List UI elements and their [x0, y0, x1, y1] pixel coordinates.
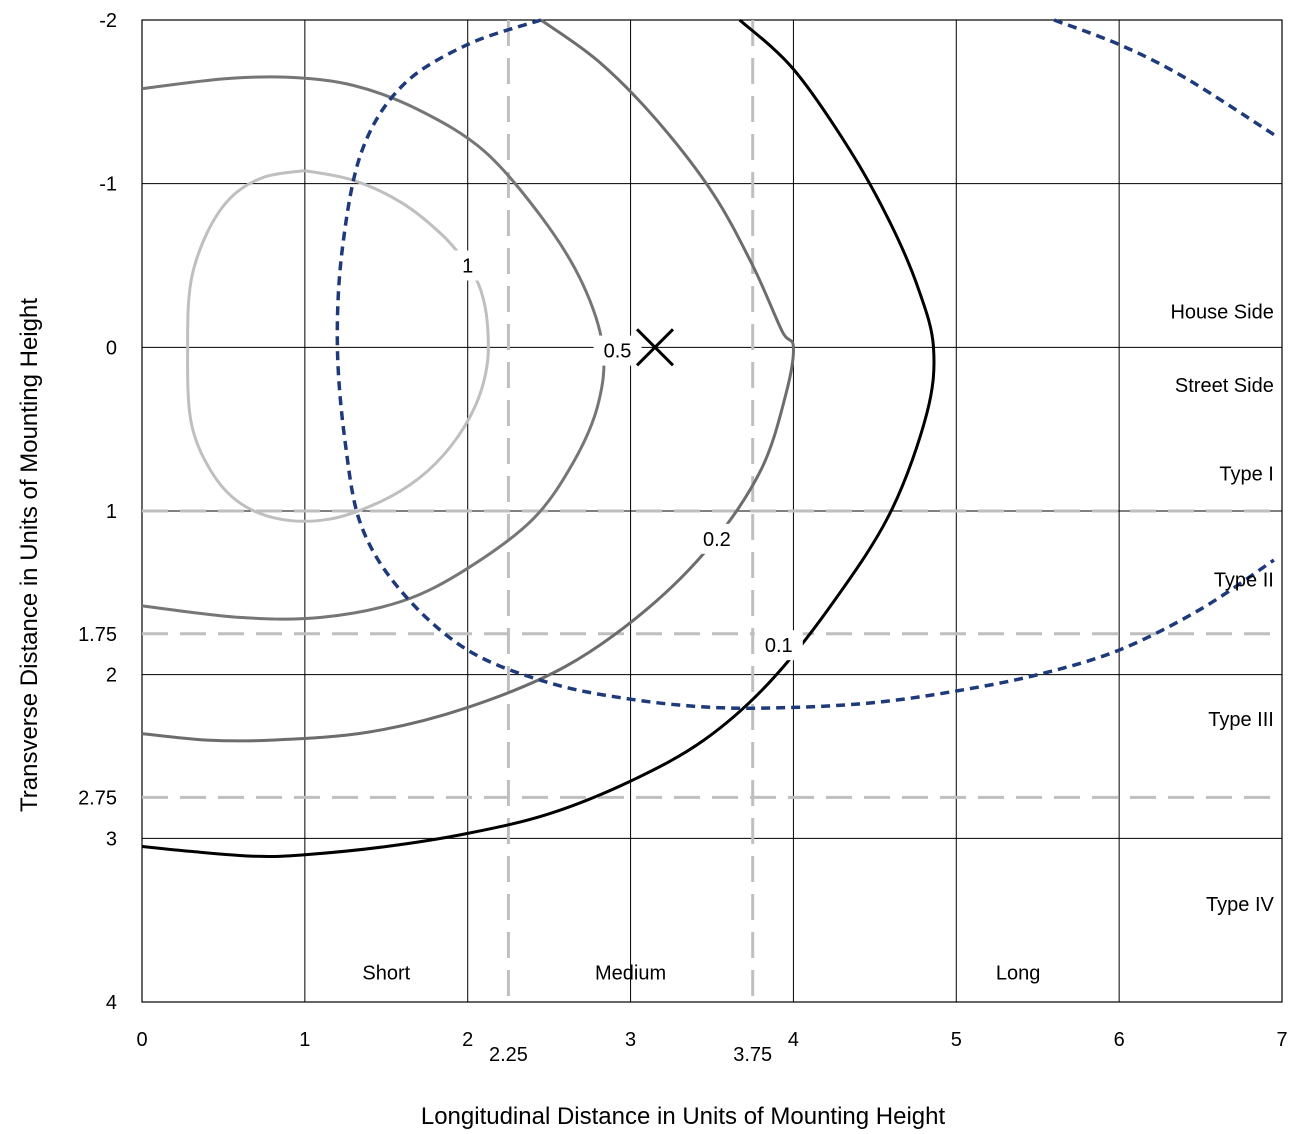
isofootcandle-line	[141, 18, 936, 859]
contour-label-background	[692, 523, 741, 554]
y-tick-label: 1	[106, 501, 117, 523]
classification-annotation: Street Side	[1175, 375, 1274, 397]
classification-annotation: Type II	[1214, 570, 1274, 592]
classification-annotation: Long	[996, 963, 1041, 985]
classification-annotation: House Side	[1170, 301, 1273, 323]
classification-annotation: Type III	[1208, 709, 1274, 731]
annotations-layer: House Side Street Side Type I Type II Type I…	[362, 301, 1274, 984]
reference-lines-layer	[142, 20, 1282, 1002]
contour-label-background	[443, 250, 492, 281]
x-tick-label: 1	[299, 1029, 310, 1051]
y-tick-label: -1	[99, 174, 117, 196]
contour-label-background	[754, 630, 803, 661]
contour-label-background	[593, 335, 642, 366]
classification-annotation: Type IV	[1206, 894, 1274, 916]
y-tick-label: 2	[106, 665, 117, 687]
x-tick-label: 4	[788, 1029, 799, 1051]
candela-trace-line	[1053, 18, 1275, 137]
contour-label: 1	[462, 256, 473, 278]
isofootcandle-line	[141, 18, 795, 743]
x-marker-stroke	[635, 328, 675, 367]
x-tick-label: 0	[136, 1029, 147, 1051]
candela-trace-line	[335, 18, 1275, 710]
contour-label: 0.5	[604, 341, 632, 363]
classification-annotation: Type I	[1219, 463, 1273, 485]
y-tick-label: -2	[99, 10, 117, 32]
y-axis-title: Transverse Distance in Units of Mounting…	[16, 298, 43, 812]
x-axis-title: Longitudinal Distance in Units of Mounti…	[421, 1103, 946, 1130]
tick-labels-layer: 0 1 2 3 4 5 6 7 2.25 3.75 -2 -1 0 1 1.75 2 2.75 3 4	[78, 10, 1288, 1066]
y-tick-label: 1.75	[78, 624, 117, 646]
x-tick-label: 2	[462, 1029, 473, 1051]
x-tick-label: 3.75	[733, 1044, 772, 1066]
contour-label: 0.2	[703, 529, 731, 551]
y-tick-label: 0	[106, 337, 117, 359]
y-tick-label: 4	[106, 992, 117, 1014]
x-tick-label: 7	[1276, 1029, 1287, 1051]
y-tick-label: 3	[106, 828, 117, 850]
series-layer: 1 0.5 0.2 0.1	[141, 18, 1275, 859]
x-tick-label: 5	[951, 1029, 962, 1051]
isofootcandle-line	[186, 169, 490, 523]
classification-annotation: Medium	[595, 963, 666, 985]
y-tick-label: 2.75	[78, 787, 117, 809]
contour-label: 0.1	[765, 635, 793, 657]
x-tick-label: 6	[1114, 1029, 1125, 1051]
classification-annotation: Short	[362, 963, 410, 985]
x-tick-label: 2.25	[489, 1044, 528, 1066]
x-tick-label: 3	[625, 1029, 636, 1051]
isofootcandle-line	[141, 75, 606, 621]
